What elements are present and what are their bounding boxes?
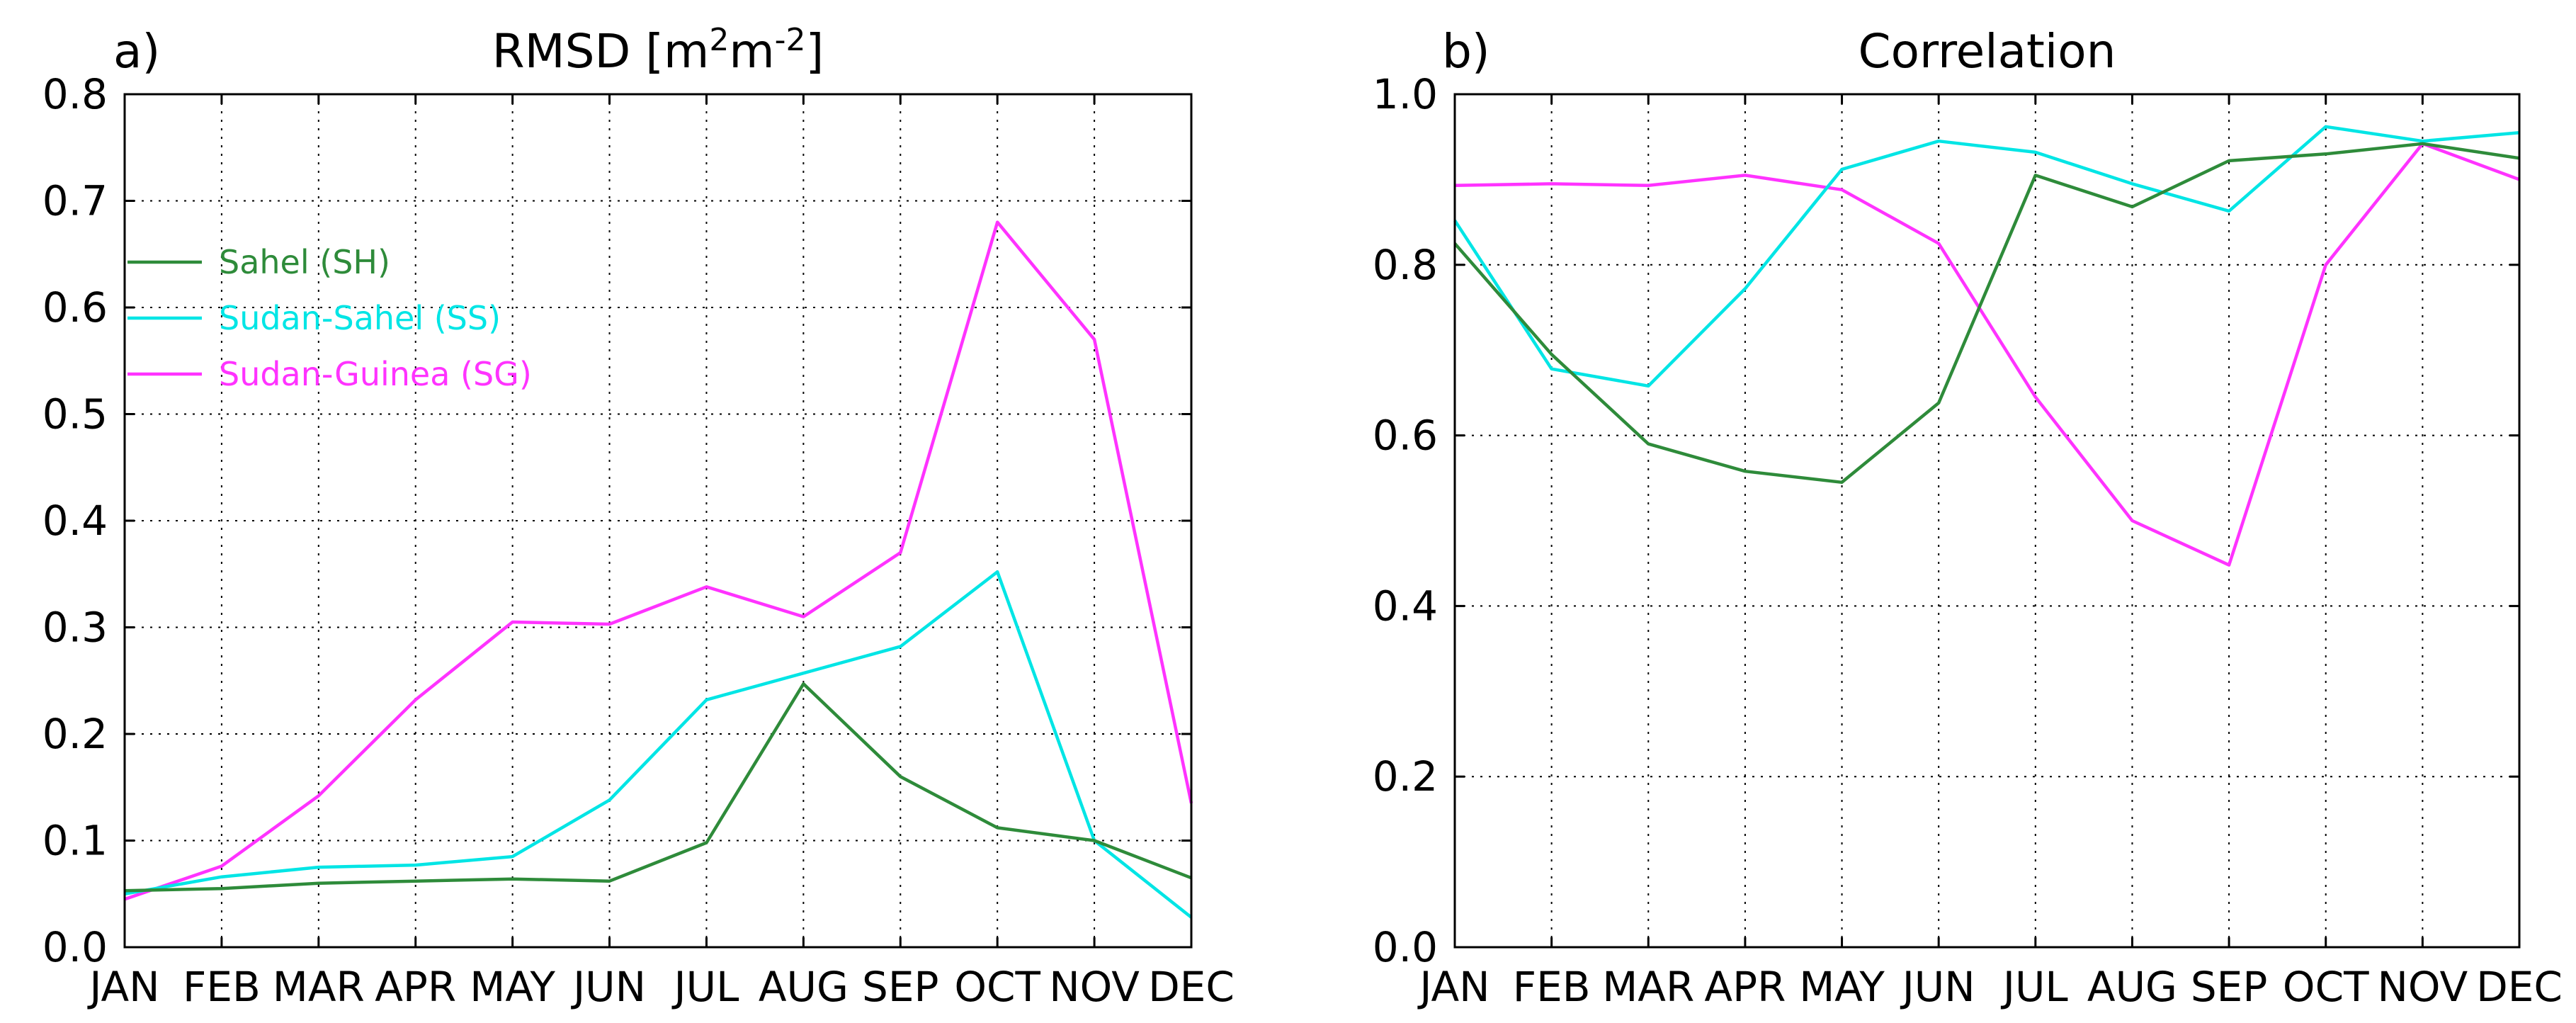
rmsd-x-tick-label: NOV	[1049, 963, 1140, 1011]
correlation-x-tick-label: JUL	[2001, 963, 2068, 1011]
correlation-series-sahel-sh	[1453, 142, 2520, 485]
rmsd-title-sup2: -2	[775, 22, 806, 58]
rmsd-x-tick-label: FEB	[183, 963, 261, 1011]
rmsd-grid	[125, 94, 1191, 947]
rmsd-x-tick-label: SEP	[862, 963, 938, 1011]
rmsd-ticks: JAN FEB MAR APR MAY JUN JUL AUG SEP OCT NOV DEC 0.0 0…	[42, 70, 1235, 1011]
rmsd-y-tick-label: 0.7	[42, 177, 108, 225]
legend-label: Sudan-Sahel (SS)	[219, 299, 501, 337]
rmsd-series-sudan-sahel-ss	[124, 570, 1193, 919]
correlation-x-tick-label: MAR	[1602, 963, 1694, 1011]
correlation-x-tick-label: AUG	[2087, 963, 2177, 1011]
correlation-x-tick-label: DEC	[2476, 963, 2563, 1011]
correlation-axes-frame	[1453, 93, 2521, 949]
correlation-y-tick-label: 1.0	[1373, 70, 1438, 118]
correlation-ticks: JAN FEB MAR APR MAY JUN JUL AUG SEP OCT NOV DEC 0.0 0…	[1373, 70, 2563, 1011]
rmsd-panel-letter: a)	[113, 24, 160, 79]
correlation-panel: JAN FEB MAR APR MAY JUN JUL AUG SEP OCT NOV DEC 0.0 0…	[1373, 24, 2563, 1011]
correlation-y-tick-label: 0.4	[1373, 582, 1438, 630]
correlation-y-tick-label: 0.8	[1373, 241, 1438, 289]
correlation-grid	[1455, 94, 2519, 947]
correlation-x-tick-label: SEP	[2191, 963, 2267, 1011]
rmsd-y-tick-label: 0.1	[42, 817, 108, 865]
rmsd-x-tick-label: DEC	[1148, 963, 1235, 1011]
rmsd-y-tick-label: 0.8	[42, 70, 108, 118]
rmsd-y-tick-label: 0.4	[42, 497, 108, 545]
rmsd-x-tick-label: JAN	[87, 963, 159, 1011]
rmsd-title-sup1: 2	[709, 22, 729, 58]
correlation-y-tick-label: 0.0	[1373, 923, 1438, 971]
correlation-x-tick-label: FEB	[1513, 963, 1591, 1011]
legend-label: Sahel (SH)	[219, 243, 390, 281]
rmsd-y-tick-label: 0.2	[42, 710, 108, 758]
correlation-x-tick-label: JAN	[1417, 963, 1490, 1011]
correlation-x-tick-label: NOV	[2378, 963, 2468, 1011]
correlation-series-sudan-sahel-ss	[1453, 125, 2520, 388]
rmsd-x-tick-label: APR	[375, 963, 456, 1011]
rmsd-x-tick-label: MAR	[273, 963, 365, 1011]
correlation-panel-letter: b)	[1442, 24, 1490, 79]
correlation-series	[1453, 125, 2520, 567]
rmsd-y-tick-label: 0.6	[42, 283, 108, 332]
correlation-x-tick-label: MAY	[1799, 963, 1885, 1011]
correlation-x-tick-label: APR	[1704, 963, 1786, 1011]
rmsd-panel: JAN FEB MAR APR MAY JUN JUL AUG SEP OCT NOV DEC 0.0 0…	[42, 22, 1235, 1011]
rmsd-series	[124, 220, 1193, 919]
correlation-x-tick-label: JUN	[1900, 963, 1975, 1011]
rmsd-series-sudan-guinea-sg	[124, 220, 1193, 901]
rmsd-panel-title: RMSD [m2m-2]	[492, 22, 824, 79]
rmsd-x-tick-label: MAY	[470, 963, 555, 1011]
rmsd-x-tick-label: OCT	[954, 963, 1040, 1011]
rmsd-x-tick-label: JUN	[571, 963, 646, 1011]
rmsd-y-tick-label: 0.3	[42, 604, 108, 652]
correlation-x-tick-label: OCT	[2283, 963, 2369, 1011]
rmsd-title-part: RMSD [m	[492, 24, 710, 79]
correlation-panel-title: Correlation	[1859, 24, 2116, 79]
rmsd-title-mid: m	[729, 24, 774, 79]
rmsd-x-tick-label: AUG	[759, 963, 849, 1011]
rmsd-legend: Sahel (SH) Sudan-Sahel (SS) Sudan-Guinea (…	[127, 243, 532, 393]
rmsd-series-sahel-sh	[124, 682, 1192, 893]
rmsd-y-tick-label: 0.0	[42, 923, 108, 971]
rmsd-title-end: ]	[805, 24, 824, 79]
correlation-series-sudan-guinea-sg	[1454, 142, 2520, 567]
correlation-y-tick-label: 0.2	[1373, 752, 1438, 801]
correlation-y-tick-label: 0.6	[1373, 412, 1438, 460]
legend-label: Sudan-Guinea (SG)	[219, 355, 532, 393]
rmsd-y-tick-label: 0.5	[42, 390, 108, 439]
rmsd-x-tick-label: JUL	[672, 963, 739, 1011]
